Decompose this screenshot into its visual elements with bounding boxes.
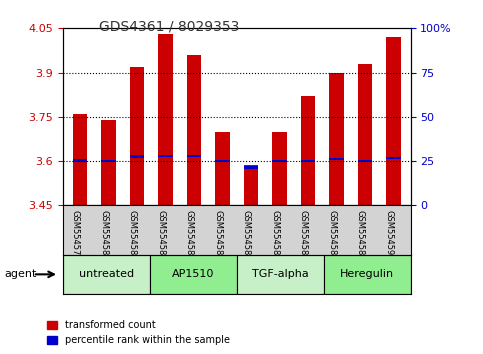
Bar — [215, 160, 229, 162]
Bar — [73, 114, 87, 205]
Text: GSM554586: GSM554586 — [270, 210, 280, 261]
Bar — [358, 64, 372, 205]
Bar — [130, 155, 144, 158]
Bar — [244, 166, 258, 205]
Bar — [73, 159, 87, 162]
Text: GSM554585: GSM554585 — [242, 210, 251, 261]
Text: GSM554588: GSM554588 — [327, 210, 337, 261]
Bar — [130, 67, 144, 205]
Bar — [358, 160, 372, 162]
Bar — [301, 96, 315, 205]
Text: GSM554587: GSM554587 — [299, 210, 308, 261]
Bar — [63, 255, 150, 294]
Bar — [324, 255, 411, 294]
Text: GSM554579: GSM554579 — [71, 210, 80, 261]
Bar — [101, 160, 115, 162]
Text: GDS4361 / 8029353: GDS4361 / 8029353 — [99, 19, 239, 34]
Bar — [244, 166, 258, 169]
Text: AP1510: AP1510 — [172, 269, 214, 279]
Text: GSM554589: GSM554589 — [356, 210, 365, 261]
Text: GSM554581: GSM554581 — [128, 210, 137, 261]
Bar — [329, 73, 343, 205]
Text: Heregulin: Heregulin — [340, 269, 394, 279]
Bar — [158, 34, 172, 205]
Bar — [386, 157, 400, 159]
Text: GSM554584: GSM554584 — [213, 210, 222, 261]
Bar — [187, 155, 201, 157]
Bar — [187, 55, 201, 205]
Bar — [150, 255, 237, 294]
Bar — [237, 255, 324, 294]
Bar — [215, 132, 229, 205]
Bar — [301, 160, 315, 162]
Bar — [272, 160, 286, 162]
Text: GSM554580: GSM554580 — [99, 210, 108, 261]
Bar — [101, 120, 115, 205]
Bar — [386, 37, 400, 205]
Text: GSM554590: GSM554590 — [384, 210, 394, 261]
Bar — [158, 155, 172, 157]
Text: TGF-alpha: TGF-alpha — [252, 269, 309, 279]
Bar — [329, 158, 343, 160]
Text: GSM554583: GSM554583 — [185, 210, 194, 261]
Legend: transformed count, percentile rank within the sample: transformed count, percentile rank withi… — [43, 316, 234, 349]
Text: untreated: untreated — [79, 269, 134, 279]
Bar — [272, 132, 286, 205]
Text: agent: agent — [5, 269, 37, 279]
Text: GSM554582: GSM554582 — [156, 210, 165, 261]
